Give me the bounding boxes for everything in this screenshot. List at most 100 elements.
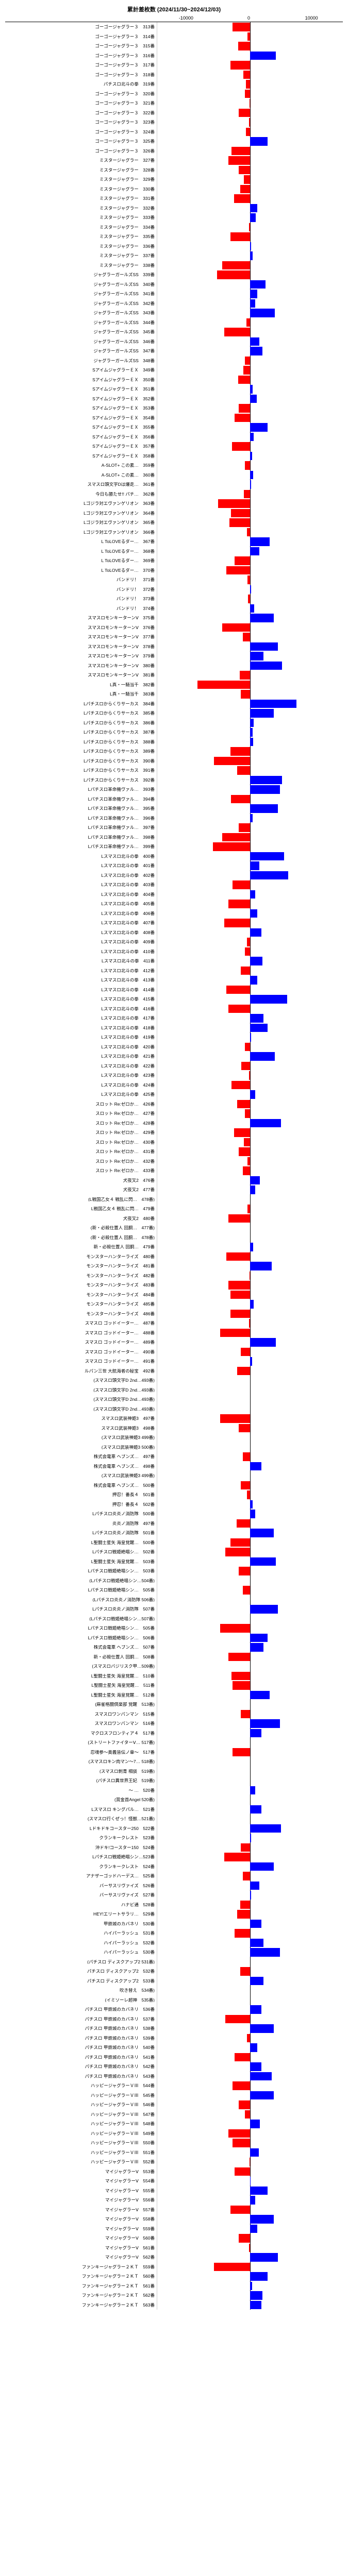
bar: [250, 1033, 251, 1042]
chart-row: ジャグラーガールズSS 339番: [5, 270, 343, 280]
bar: [228, 1214, 250, 1223]
bar: [250, 2148, 259, 2157]
row-label: ミスタージャグラー 335番: [5, 234, 157, 239]
chart-row: ハイパーラッシュ 531番: [5, 1928, 343, 1938]
row-label: マイジャグラーⅤ 554番: [5, 2179, 157, 2183]
bar-area: [157, 661, 343, 671]
bar-area: [157, 2167, 343, 2177]
row-label: パチスロ 甲鉄城のカバネリ 538番: [5, 2026, 157, 2031]
bar-area: [157, 909, 343, 919]
bar: [250, 1500, 253, 1509]
chart-row: (スマスロ刺青 相談 519番): [5, 1767, 343, 1776]
chart-row: (Lパチスロ炎炎ノ消防隊 506番): [5, 1595, 343, 1605]
bar: [250, 1891, 251, 1900]
bar: [241, 690, 250, 699]
row-label: ハッピージャグラーＶⅢ 552番: [5, 2160, 157, 2164]
chart-row: (スマスロ頭文字D 2nd…493番): [5, 1376, 343, 1385]
bar-area: [157, 2014, 343, 2024]
row-label: Lパチスロ戦姫絶唱シ… 502番: [5, 1550, 157, 1554]
bar-area: [157, 1471, 343, 1481]
bar-area: [157, 1642, 343, 1652]
row-label: Lスマスロ北斗の拳 404番: [5, 892, 157, 897]
bar: [250, 423, 268, 432]
bar: [247, 1490, 250, 1499]
row-label: マイジャグラーⅤ 555番: [5, 2189, 157, 2193]
bar: [250, 1634, 268, 1642]
bar-area: [157, 1805, 343, 1815]
bar-area: [157, 575, 343, 585]
bar-area: [157, 1128, 343, 1138]
bar: [233, 23, 250, 31]
row-label: ハッピージャグラーＶⅢ 545番: [5, 2093, 157, 2098]
chart-row: ミスタージャグラー 336番: [5, 242, 343, 251]
bar-area: [157, 422, 343, 432]
bar: [228, 1281, 250, 1290]
bar-area: [157, 1585, 343, 1595]
row-label: スマスロ頭文字Dは爆走… 361番: [5, 482, 157, 487]
bar-area: [157, 585, 343, 595]
bar-area: [157, 1757, 343, 1767]
chart-row: L聖闘士星矢 海皇覚醒… 503番: [5, 1557, 343, 1567]
row-label: ゴーゴージャグラー３ 316番: [5, 54, 157, 58]
row-label: スマスロモンキーターンⅤ 381番: [5, 673, 157, 677]
chart-row: ゴーゴージャグラー３ 315番: [5, 41, 343, 51]
bar-area: [157, 1233, 343, 1243]
chart-row: バンドリ！ 373番: [5, 594, 343, 604]
bar-area: [157, 1528, 343, 1538]
row-label: ジャグラーガールズSS 340番: [5, 282, 157, 287]
bar-area: [157, 1652, 343, 1662]
row-label: 犬夜叉2 476番: [5, 1178, 157, 1183]
bar: [250, 547, 259, 556]
bar-area: [157, 1881, 343, 1891]
bar-area: [157, 1900, 343, 1910]
bar: [250, 2005, 261, 2014]
bar: [250, 2225, 257, 2233]
bar-area: [157, 956, 343, 966]
bar-area: [157, 1195, 343, 1205]
chart-row: (スマスロ頭文字D 2nd…493番): [5, 1395, 343, 1404]
bar: [248, 595, 250, 603]
chart-row: スマスロ ゴッドイーター… 487番: [5, 1318, 343, 1328]
bar-area: [157, 1013, 343, 1023]
bar-area: [157, 651, 343, 661]
row-label: Lスマスロ北斗の拳 421番: [5, 1054, 157, 1059]
chart-row: SアイムジャグラーＥＸ 349番: [5, 365, 343, 375]
row-label: ゴーゴージャグラー３ 323番: [5, 120, 157, 125]
bar: [224, 1853, 250, 1861]
bar-area: [157, 2043, 343, 2053]
bar-area: [157, 1223, 343, 1233]
chart-row: Lスマスロ北斗の拳 425番: [5, 1090, 343, 1099]
chart-row: バンドリ！ 372番: [5, 585, 343, 595]
chart-row: Lパチスロ革命機ヴァル… 399番: [5, 842, 343, 852]
chart-row: マイジャグラーⅤ 558番: [5, 2214, 343, 2224]
chart-row: Lスマスロ北斗の拳 408番: [5, 928, 343, 938]
bar: [222, 623, 250, 632]
bar-area: [157, 60, 343, 70]
bar: [239, 823, 250, 832]
row-label: バンドリ！ 373番: [5, 597, 157, 601]
bar: [250, 1462, 261, 1471]
row-label: モンスターハンターライズ 484番: [5, 1293, 157, 1297]
bar: [250, 2291, 262, 2300]
x-axis-labels: -10000 0 10000: [5, 15, 343, 21]
chart-row: パチスロ 甲鉄城のカバネリ 536番: [5, 2005, 343, 2014]
bar-area: [157, 1490, 343, 1500]
bar: [226, 986, 250, 994]
bar: [241, 1062, 250, 1071]
row-label: スロット Re:ゼロか… 430番: [5, 1140, 157, 1145]
chart-row: (新・必殺仕置人 回胴… 478番): [5, 1233, 343, 1243]
bar-area: [157, 194, 343, 204]
bar-area: [157, 1109, 343, 1118]
chart-row: ミスタージャグラー 334番: [5, 223, 343, 232]
row-label: (L戦国乙女４ 戦乱に閃… 478番): [5, 1197, 157, 1202]
chart-row: ゴーゴージャグラー３ 317番: [5, 60, 343, 70]
bar-area: [157, 642, 343, 652]
bar-area: [157, 1986, 343, 1995]
bar-area: [157, 2081, 343, 2091]
row-label: ゴーゴージャグラー３ 321番: [5, 101, 157, 106]
chart-row: ミスタージャグラー 335番: [5, 232, 343, 242]
bar-area: [157, 1366, 343, 1376]
bar: [240, 671, 250, 680]
row-label: アナザーゴッドハーデス… 525番: [5, 1874, 157, 1878]
row-label: ミスタージャグラー 333番: [5, 215, 157, 220]
